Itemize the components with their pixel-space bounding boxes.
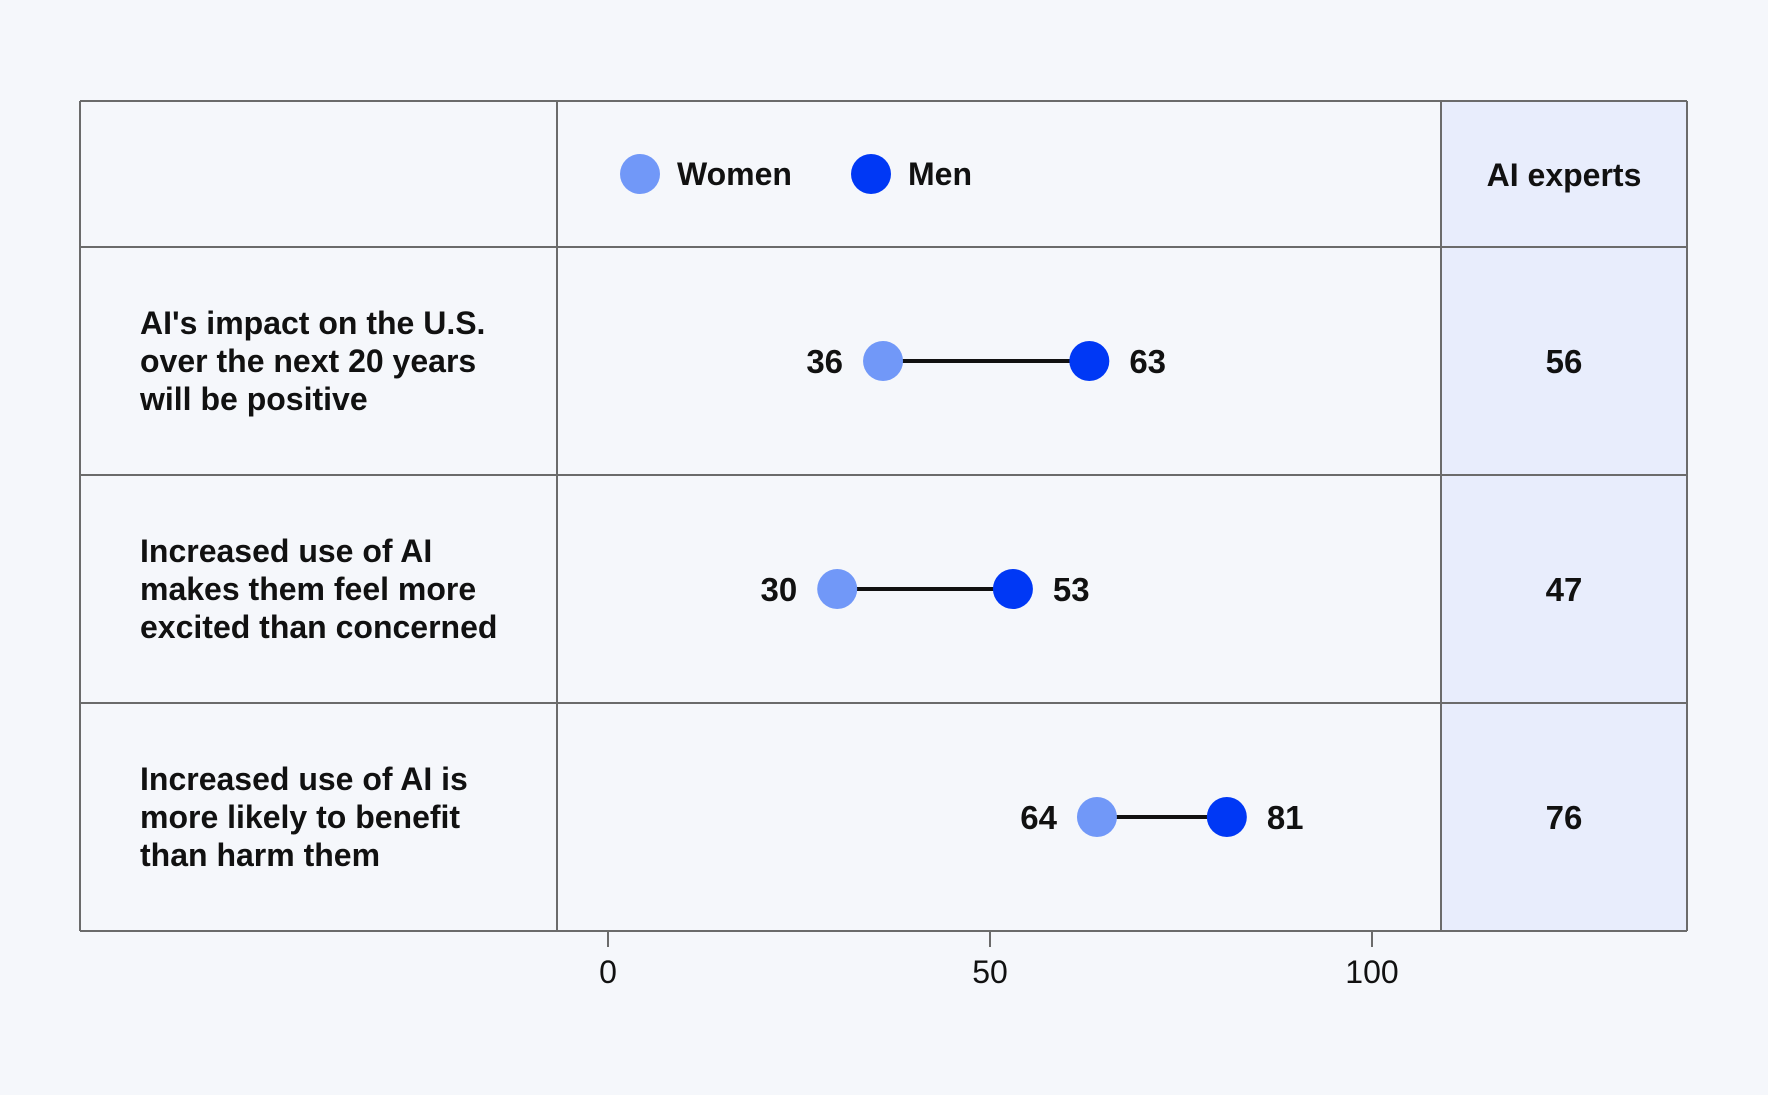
category-label-row3-line2: more likely to benefit bbox=[140, 799, 460, 835]
legend-label-men: Men bbox=[908, 156, 972, 192]
experts-value-row2: 47 bbox=[1546, 571, 1583, 608]
women-point-row3 bbox=[1076, 797, 1117, 837]
category-label-row1-line1: AI's impact on the U.S. bbox=[140, 305, 485, 341]
men-value-label-row2: 53 bbox=[1053, 571, 1090, 608]
men-point-row2 bbox=[992, 569, 1033, 609]
x-tick-label-0: 0 bbox=[599, 954, 617, 990]
category-label-row2-line2: makes them feel more bbox=[140, 571, 476, 607]
legend-marker-men bbox=[851, 154, 891, 194]
category-label-row1-line3: will be positive bbox=[139, 381, 368, 417]
men-value-label-row3: 81 bbox=[1267, 799, 1304, 836]
men-point-row3 bbox=[1206, 797, 1247, 837]
experts-column-background bbox=[1441, 101, 1687, 931]
category-label-row1-line2: over the next 20 years bbox=[140, 343, 476, 379]
legend-label-women: Women bbox=[677, 156, 792, 192]
women-value-label-row1: 36 bbox=[806, 343, 843, 380]
women-point-row2 bbox=[817, 569, 858, 609]
men-value-label-row1: 63 bbox=[1129, 343, 1166, 380]
men-point-row1 bbox=[1069, 341, 1110, 381]
women-value-label-row3: 64 bbox=[1020, 799, 1057, 836]
category-label-row2-line1: Increased use of AI bbox=[140, 533, 432, 569]
category-label-row3-line1: Increased use of AI is bbox=[140, 761, 468, 797]
legend-marker-women bbox=[620, 154, 660, 194]
x-tick-label-100: 100 bbox=[1345, 954, 1398, 990]
x-tick-label-50: 50 bbox=[972, 954, 1008, 990]
women-point-row1 bbox=[863, 341, 904, 381]
experts-column-header: AI experts bbox=[1487, 157, 1642, 193]
category-label-row3-line3: than harm them bbox=[140, 837, 380, 873]
women-value-label-row2: 30 bbox=[760, 571, 797, 608]
category-label-row2-line3: excited than concerned bbox=[140, 609, 497, 645]
experts-value-row1: 56 bbox=[1546, 343, 1583, 380]
experts-value-row3: 76 bbox=[1546, 799, 1583, 836]
